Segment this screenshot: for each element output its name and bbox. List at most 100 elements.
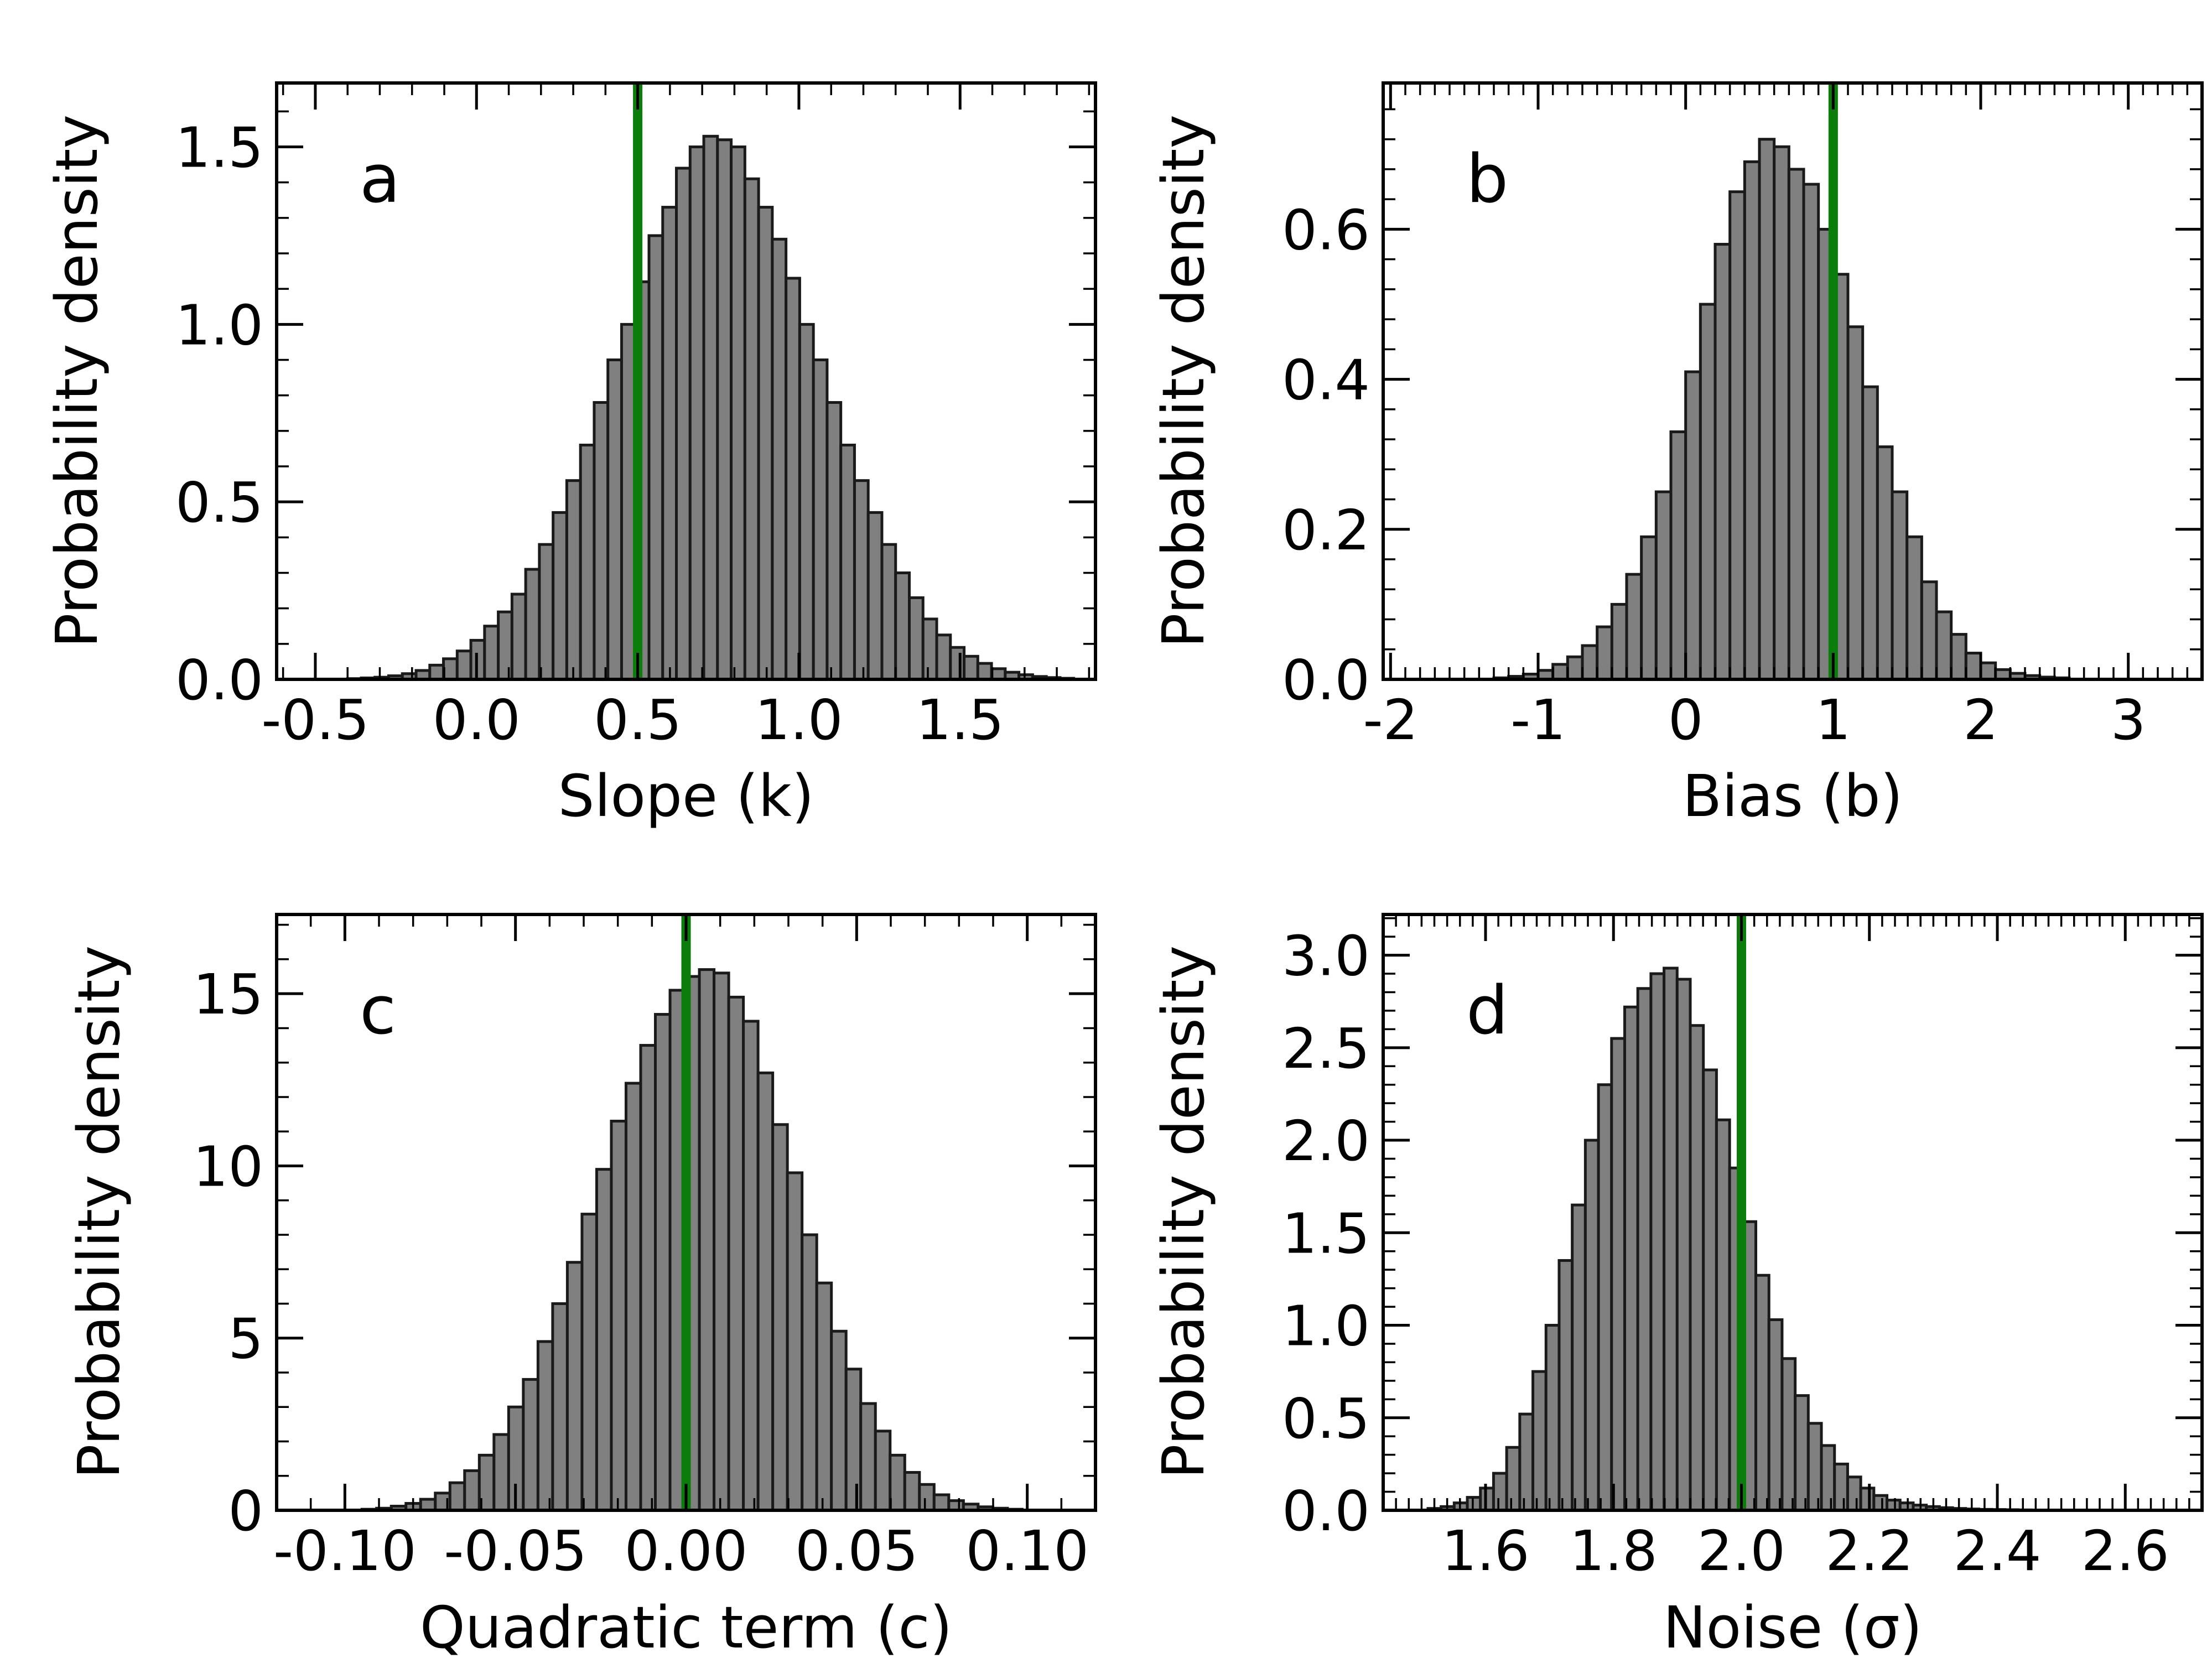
panel-c-xtick-label: 0.05 (795, 1519, 918, 1583)
panel-c-bar (932, 1493, 951, 1510)
panel-a-bar (853, 479, 870, 679)
panel-c-bar (477, 1453, 496, 1510)
panel-d-bar (1479, 1487, 1495, 1510)
panel-d-bar (1544, 1324, 1561, 1510)
panel-c: c Quadratic term (c) Probability density… (65, 913, 1097, 1658)
panel-b-xtick-label: 1 (1816, 688, 1851, 752)
panel-a-bar (935, 633, 952, 679)
panel-c-ytick-label: 5 (228, 1307, 263, 1371)
panel-a-ticks (277, 83, 1095, 681)
panel-d-bar (1833, 1462, 1849, 1510)
panel-c-ylabel: Probability density (65, 945, 133, 1479)
panel-d-bar (1689, 1024, 1705, 1510)
panel-a-bar (510, 592, 527, 679)
panel-b-bar (1625, 573, 1643, 679)
panel-c-bar (830, 1329, 848, 1510)
panel-d-ticks (1382, 914, 2203, 1512)
panel-a-bar (455, 649, 472, 679)
panel-b-bar (1846, 325, 1865, 679)
panel-c-bar (859, 1402, 877, 1510)
panel-a-bars (346, 134, 1076, 679)
panel-c-bar (492, 1433, 510, 1510)
panel-b-bar (1905, 535, 1923, 679)
panel-d-xtick-label: 2.2 (1825, 1519, 1913, 1583)
panel-d-xtick-label: 2.6 (2081, 1519, 2169, 1583)
panel-d-xtick-label: 2.4 (1953, 1519, 2041, 1583)
panel-a-xlabel: Slope (k) (558, 762, 814, 830)
panel-a-bar (785, 277, 801, 679)
panel-b-frame (1382, 81, 2204, 681)
panel-d-bar (1702, 1068, 1718, 1510)
panel-b-ytick-label: 0.0 (1282, 648, 1370, 713)
panel-c-bar (756, 1071, 775, 1510)
panel-a-bar (675, 167, 692, 679)
panel-a-bar (538, 543, 555, 679)
panel-c-bar (742, 1020, 760, 1510)
panel-d-ytick-label: 3.0 (1282, 924, 1370, 989)
panel-d-bar (1505, 1446, 1522, 1510)
panel-c-xtick-label: 0.00 (625, 1519, 748, 1583)
panel-d-bar (1754, 1274, 1770, 1510)
panel-c-xtick-label: 0.10 (965, 1519, 1089, 1583)
panel-c-xtick-label: -0.10 (273, 1519, 417, 1583)
panel-d-bar (1557, 1259, 1574, 1510)
panel-c-bar (580, 1213, 598, 1510)
panel-d-ytick-label: 2.5 (1282, 1016, 1370, 1081)
panel-d-bar (1518, 1412, 1535, 1510)
panel-c-bar (844, 1368, 863, 1510)
panel-c-bar (536, 1340, 554, 1510)
panel-c-bar (463, 1469, 481, 1510)
panel-b-ytick-label: 0.6 (1282, 197, 1370, 262)
panel-c-bar (918, 1483, 936, 1510)
panel-a-bar (880, 543, 897, 679)
panel-c-bar (771, 1123, 789, 1510)
panel-c-letter: c (360, 973, 396, 1049)
panel-b-bar (1669, 430, 1687, 679)
panel-d-bar (1623, 1005, 1639, 1510)
panel-b-bar (1787, 168, 1805, 679)
panel-b-bar (1551, 663, 1569, 679)
panel-a-bar (812, 358, 829, 679)
panel-c-ytick-label: 15 (193, 962, 263, 1027)
panel-a-ytick-label: 0.0 (175, 648, 263, 713)
panel-d-bar (1846, 1475, 1862, 1510)
panel-a-bar (552, 511, 568, 679)
panel-b-bar (1950, 633, 1967, 679)
panel-d-bar (1715, 1118, 1731, 1510)
panel-b-xtick-label: 3 (2111, 688, 2146, 752)
panel-b-xtick-label: -2 (1363, 688, 1418, 752)
panel-a-bar (483, 625, 500, 679)
panel-b-bar (1699, 303, 1717, 679)
panel-d-bar (1675, 978, 1692, 1510)
panel-b-bar (1610, 602, 1628, 679)
panel-a-bar (688, 145, 705, 679)
panel-d-bar (1780, 1357, 1797, 1510)
panel-a-ytick-label: 1.5 (175, 116, 263, 180)
panel-c-bar (522, 1378, 539, 1510)
panel-a-bar (963, 654, 979, 679)
panel-b-bars (1492, 138, 2071, 679)
panel-c-ticks (276, 914, 1097, 1512)
panel-d-ylabel: Probability density (1150, 945, 1217, 1479)
panel-a-bar (921, 617, 938, 679)
panel-d-bar (1583, 1139, 1600, 1510)
panel-c-bar (815, 1281, 833, 1510)
panel-b-bar (1758, 138, 1776, 679)
panel-c-bar (874, 1430, 892, 1510)
panel-a-frame (275, 81, 1097, 681)
panel-d-bar (1597, 1083, 1613, 1510)
panel-d-xtick-label: 2.0 (1697, 1519, 1785, 1583)
panel-c-ytick-label: 10 (193, 1134, 263, 1199)
panel-c-bar (654, 1013, 672, 1510)
panel-a-bar (565, 479, 582, 679)
panel-a-bar (579, 444, 596, 679)
panel-d-ytick-label: 2.0 (1282, 1109, 1370, 1173)
panel-a-bar (606, 358, 623, 679)
panel-d-ytick-label: 1.5 (1282, 1201, 1370, 1266)
panel-d-ytick-label: 0.5 (1282, 1386, 1370, 1451)
panel-a-bar (702, 134, 719, 679)
panel-a-bar (798, 323, 815, 679)
panel-a-bar (839, 444, 856, 679)
panel-a-bar (593, 401, 610, 679)
panel-b-bar (1964, 652, 1982, 679)
